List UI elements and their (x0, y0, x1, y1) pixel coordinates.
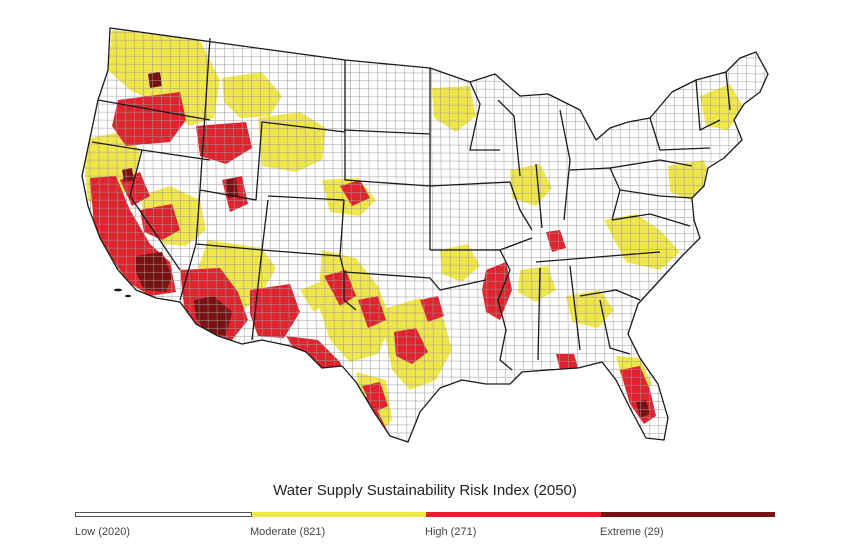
legend-swatch-low (75, 512, 252, 517)
legend-label-moderate: Moderate (821) (250, 526, 326, 538)
legend-swatch-high (426, 512, 601, 517)
legend-label-high: High (271) (425, 526, 477, 538)
us-county-risk-map (81, 27, 769, 443)
legend-labels: Low (2020) Moderate (821) High (271) Ext… (75, 526, 775, 538)
state-borders (81, 27, 769, 443)
legend-swatch-extreme (600, 512, 775, 517)
legend-swatch-moderate (251, 512, 426, 517)
legend-label-extreme: Extreme (29) (600, 526, 664, 538)
legend-label-low: Low (2020) (75, 526, 131, 538)
coastal-islands (114, 288, 131, 298)
map-title: Water Supply Sustainability Risk Index (… (273, 482, 577, 499)
legend-color-bar (75, 512, 775, 517)
